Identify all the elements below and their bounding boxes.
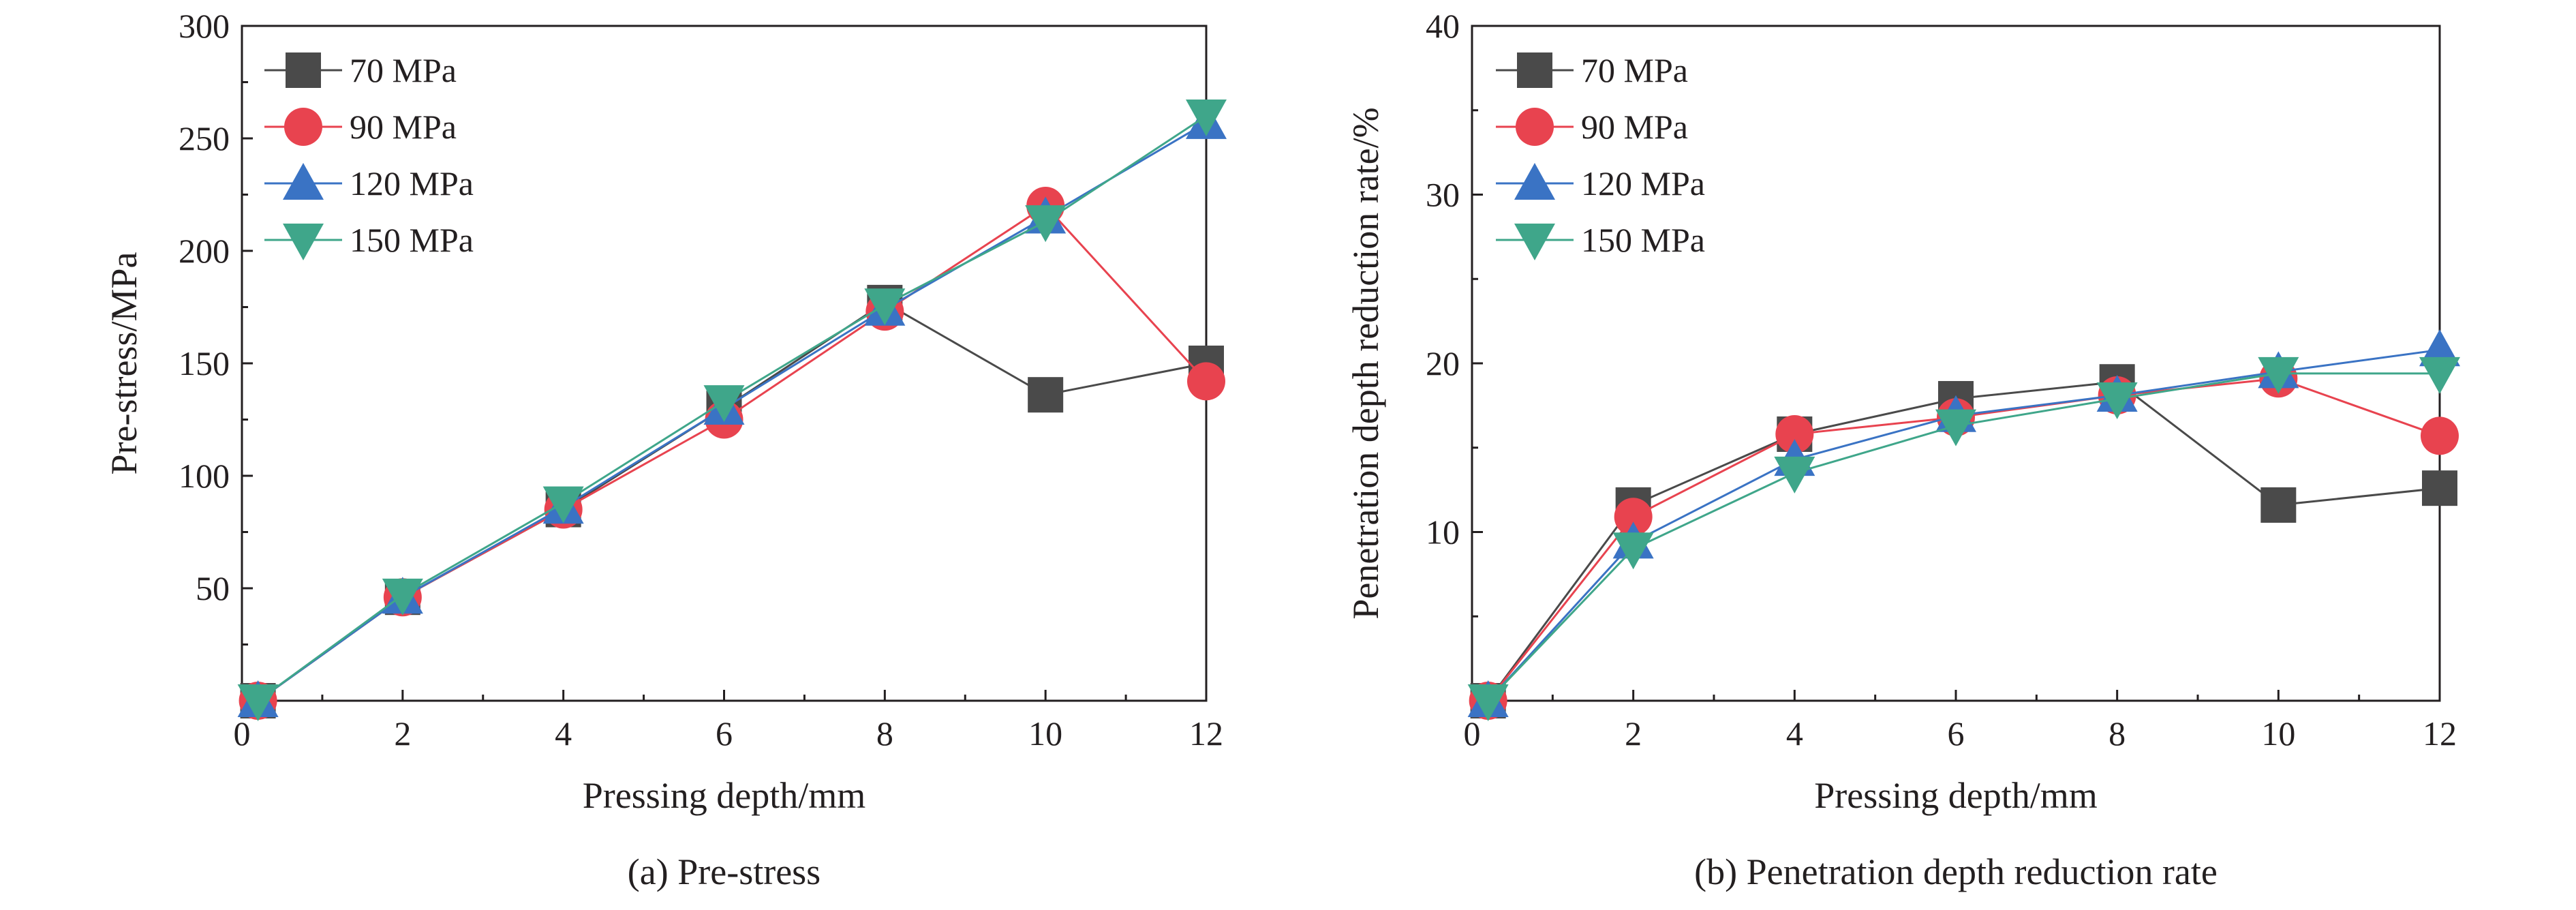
chart0-x-tick-label-0: 0 bbox=[234, 714, 251, 753]
chart0-legend: 70 MPa 90 MPa 120 MPa 150 MPa bbox=[264, 51, 474, 260]
chart0-y-tick-label-250: 250 bbox=[179, 119, 230, 157]
chart1-point-90-mpa-2 bbox=[1775, 414, 1814, 453]
chart0-legend-marker-70-mpa bbox=[286, 52, 321, 88]
chart1-point-150-mpa-1 bbox=[1612, 532, 1654, 570]
chart0-legend-marker-120-mpa bbox=[283, 163, 324, 200]
chart1-y-tick-label-10: 10 bbox=[1426, 513, 1460, 551]
chart0-x-tick-label-6: 6 bbox=[716, 714, 733, 753]
chart1-point-150-mpa-0 bbox=[1467, 684, 1509, 721]
chart0-point-150-mpa-2 bbox=[542, 486, 584, 524]
chart0-point-90-mpa-6 bbox=[1187, 362, 1225, 401]
chart0-point-150-mpa-5 bbox=[1025, 205, 1067, 243]
chart0-y-tick-label-150: 150 bbox=[179, 344, 230, 382]
chart1-x-tick-label-2: 2 bbox=[1625, 714, 1642, 753]
chart0-x-tick-label-12: 12 bbox=[1189, 714, 1223, 753]
chart0-caption: (a) Pre-stress bbox=[628, 851, 821, 892]
chart0-point-150-mpa-3 bbox=[703, 385, 745, 423]
chart1-y-tick-label-30: 30 bbox=[1426, 176, 1460, 214]
chart0-series-90-mpa bbox=[239, 187, 1225, 720]
chart1-x-axis-label: Pressing depth/mm bbox=[1814, 775, 2098, 816]
chart0-x-tick-label-2: 2 bbox=[394, 714, 411, 753]
chart0-legend-marker-90-mpa bbox=[284, 108, 322, 146]
chart1-x-tick-label-4: 4 bbox=[1786, 714, 1803, 753]
chart1-y-tick-label-20: 20 bbox=[1426, 344, 1460, 382]
chart1-legend-item-70-mpa: 70 MPa bbox=[1496, 51, 1688, 89]
chart1-legend-marker-120-mpa bbox=[1514, 163, 1555, 200]
chart0-legend-label-120-mpa: 120 MPa bbox=[350, 164, 474, 202]
chart1-legend-item-150-mpa: 150 MPa bbox=[1496, 221, 1705, 260]
chart0-legend-label-150-mpa: 150 MPa bbox=[350, 221, 474, 259]
chart1-caption: (b) Penetration depth reduction rate bbox=[1694, 851, 2218, 892]
chart1-point-150-mpa-3 bbox=[1935, 409, 1976, 446]
chart1-legend-marker-90-mpa bbox=[1516, 108, 1554, 146]
chart0-point-150-mpa-4 bbox=[864, 288, 906, 326]
chart1-legend-marker-150-mpa bbox=[1514, 224, 1555, 260]
chart0-y-tick-label-50: 50 bbox=[196, 569, 230, 607]
chart1-legend: 70 MPa 90 MPa 120 MPa 150 MPa bbox=[1496, 51, 1705, 260]
chart1-point-150-mpa-6 bbox=[2419, 357, 2460, 394]
chart0-point-150-mpa-0 bbox=[237, 684, 279, 721]
chart0-legend-label-90-mpa: 90 MPa bbox=[350, 108, 457, 146]
chart0-legend-item-70-mpa: 70 MPa bbox=[264, 51, 457, 89]
chart1-legend-label-120-mpa: 120 MPa bbox=[1581, 164, 1705, 202]
chart0-series-line-90-mpa bbox=[257, 204, 1208, 702]
chart0-x-tick-label-4: 4 bbox=[555, 714, 572, 753]
chart0-y-tick-label-300: 300 bbox=[179, 7, 230, 45]
chart0-point-70-mpa-5 bbox=[1028, 377, 1064, 413]
chart0-series-70-mpa bbox=[240, 284, 1224, 718]
chart-pre-stress: 0 2 4 6 8 10 12 50 100 150 200 250 300 Pressing depth… bbox=[104, 7, 1227, 892]
chart1-legend-marker-70-mpa bbox=[1517, 52, 1552, 88]
chart0-x-tick-label-8: 8 bbox=[876, 714, 893, 753]
chart1-point-150-mpa-5 bbox=[2258, 357, 2299, 394]
chart0-legend-label-70-mpa: 70 MPa bbox=[350, 51, 457, 89]
chart0-point-150-mpa-1 bbox=[382, 578, 423, 616]
chart1-legend-item-120-mpa: 120 MPa bbox=[1496, 163, 1705, 202]
chart1-point-90-mpa-6 bbox=[2421, 416, 2459, 455]
chart1-y-axis-label: Penetration depth reduction rate/% bbox=[1345, 107, 1386, 619]
chart1-legend-label-150-mpa: 150 MPa bbox=[1581, 221, 1705, 259]
chart0-x-tick-label-10: 10 bbox=[1028, 714, 1062, 753]
chart1-x-tick-label-12: 12 bbox=[2423, 714, 2457, 753]
chart1-series-150-mpa bbox=[1467, 357, 2460, 721]
chart0-y-axis-label: Pre-stress/MPa bbox=[104, 252, 144, 474]
chart1-point-150-mpa-2 bbox=[1774, 456, 1815, 494]
chart1-x-tick-label-6: 6 bbox=[1948, 714, 1965, 753]
chart0-point-150-mpa-6 bbox=[1186, 100, 1227, 136]
chart1-point-120-mpa-6 bbox=[2419, 329, 2460, 367]
chart1-x-tick-label-0: 0 bbox=[1464, 714, 1481, 753]
chart1-point-70-mpa-6 bbox=[2422, 470, 2457, 506]
chart0-legend-item-150-mpa: 150 MPa bbox=[264, 221, 474, 260]
chart0-series-line-70-mpa bbox=[257, 301, 1207, 702]
chart1-x-tick-label-10: 10 bbox=[2261, 714, 2295, 753]
chart0-x-axis-label: Pressing depth/mm bbox=[583, 775, 866, 816]
chart0-y-tick-label-200: 200 bbox=[179, 232, 230, 270]
chart0-legend-item-120-mpa: 120 MPa bbox=[264, 163, 474, 202]
chart1-legend-label-70-mpa: 70 MPa bbox=[1581, 51, 1688, 89]
chart1-x-tick-label-8: 8 bbox=[2109, 714, 2126, 753]
chart-penetration-depth-reduction-rate: 0 2 4 6 8 10 12 10 20 30 40 Pressing depth/mm Penetr… bbox=[1345, 7, 2460, 892]
chart0-legend-item-90-mpa: 90 MPa bbox=[264, 108, 457, 146]
chart0-legend-marker-150-mpa bbox=[283, 224, 324, 260]
chart0-y-tick-label-100: 100 bbox=[179, 457, 230, 495]
chart1-point-150-mpa-4 bbox=[2096, 382, 2138, 419]
chart1-point-90-mpa-1 bbox=[1614, 498, 1653, 536]
chart1-legend-label-90-mpa: 90 MPa bbox=[1581, 108, 1688, 146]
chart0-series-150-mpa bbox=[237, 100, 1227, 721]
chart1-y-tick-label-40: 40 bbox=[1426, 7, 1460, 45]
chart1-point-70-mpa-5 bbox=[2260, 487, 2297, 523]
chart1-legend-item-90-mpa: 90 MPa bbox=[1496, 108, 1688, 146]
